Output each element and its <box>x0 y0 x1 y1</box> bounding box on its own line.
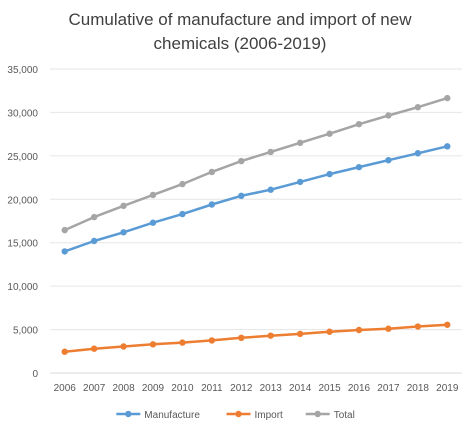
data-point-import <box>414 323 422 330</box>
data-point-import <box>444 321 451 328</box>
data-point-total <box>149 191 157 199</box>
y-tick-label: 20,000 <box>7 195 38 206</box>
x-tick-label: 2006 <box>54 383 77 394</box>
series-line-manufacture <box>64 145 448 253</box>
data-point-total <box>90 213 98 221</box>
data-point-total <box>326 130 333 137</box>
x-tick-label: 2016 <box>348 383 371 394</box>
data-point-manufacture <box>90 237 98 245</box>
data-point-import <box>149 341 157 348</box>
legend-label-import: Import <box>255 410 284 421</box>
x-tick-label: 2014 <box>289 383 312 394</box>
data-point-manufacture <box>208 201 216 208</box>
legend-label-total: Total <box>334 410 355 421</box>
x-tick-label: 2017 <box>377 383 400 394</box>
x-tick-label: 2010 <box>171 383 194 394</box>
data-point-import <box>179 339 186 346</box>
legend-label-manufacture: Manufacture <box>144 410 200 421</box>
data-point-manufacture <box>238 192 245 200</box>
data-point-total <box>414 104 422 111</box>
y-tick-label: 25,000 <box>7 152 38 163</box>
y-tick-label: 35,000 <box>7 65 38 76</box>
data-point-import <box>238 334 245 342</box>
data-point-manufacture <box>444 143 451 150</box>
data-point-import <box>326 328 333 335</box>
x-tick-label: 2011 <box>201 383 223 394</box>
data-point-manufacture <box>326 170 333 178</box>
data-point-total <box>296 139 304 147</box>
y-tick-label: 0 <box>32 369 38 380</box>
data-point-manufacture <box>149 219 157 226</box>
data-point-import <box>267 332 274 339</box>
chart-title: Cumulative of manufacture and import of … <box>40 8 440 56</box>
data-point-manufacture <box>296 178 304 186</box>
data-point-import <box>120 343 127 350</box>
y-tick-label: 15,000 <box>7 239 38 250</box>
data-point-total <box>238 157 245 165</box>
x-tick-label: 2007 <box>83 383 106 394</box>
data-point-manufacture <box>120 229 127 236</box>
legend-marker-total <box>314 410 321 418</box>
data-point-import <box>61 348 68 355</box>
data-point-total <box>120 202 127 209</box>
data-point-manufacture <box>414 150 422 157</box>
y-tick-label: 5,000 <box>13 326 38 337</box>
series-line-import <box>64 323 448 353</box>
data-point-total <box>208 168 216 176</box>
data-point-manufacture <box>385 157 392 164</box>
y-tick-label: 10,000 <box>7 282 38 293</box>
data-point-import <box>355 326 363 334</box>
series-line-total <box>64 96 448 232</box>
data-point-import <box>385 325 392 332</box>
legend-marker-manufacture <box>125 410 132 418</box>
data-point-total <box>444 94 451 102</box>
data-point-total <box>355 120 363 128</box>
chart-title-line-2: chemicals (2006-2019) <box>153 34 327 53</box>
data-point-total <box>179 180 186 188</box>
y-tick-label: 30,000 <box>7 108 38 119</box>
x-tick-label: 2013 <box>260 383 283 394</box>
chart-title-line-1: Cumulative of manufacture and import of … <box>68 10 412 29</box>
legend-marker-import <box>235 410 242 418</box>
data-point-total <box>267 148 274 156</box>
data-point-manufacture <box>355 163 363 171</box>
x-tick-label: 2015 <box>318 383 341 394</box>
data-point-total <box>385 112 392 119</box>
data-point-import <box>296 330 304 338</box>
data-point-manufacture <box>61 248 68 255</box>
x-tick-label: 2018 <box>407 383 430 394</box>
data-point-manufacture <box>179 210 186 218</box>
x-tick-label: 2012 <box>230 383 253 394</box>
x-tick-label: 2009 <box>142 383 165 394</box>
data-point-import <box>90 345 98 352</box>
x-tick-label: 2008 <box>112 383 135 394</box>
data-point-import <box>208 337 216 344</box>
x-tick-label: 2019 <box>436 383 459 394</box>
data-point-manufacture <box>267 186 274 193</box>
data-point-total <box>61 226 68 234</box>
